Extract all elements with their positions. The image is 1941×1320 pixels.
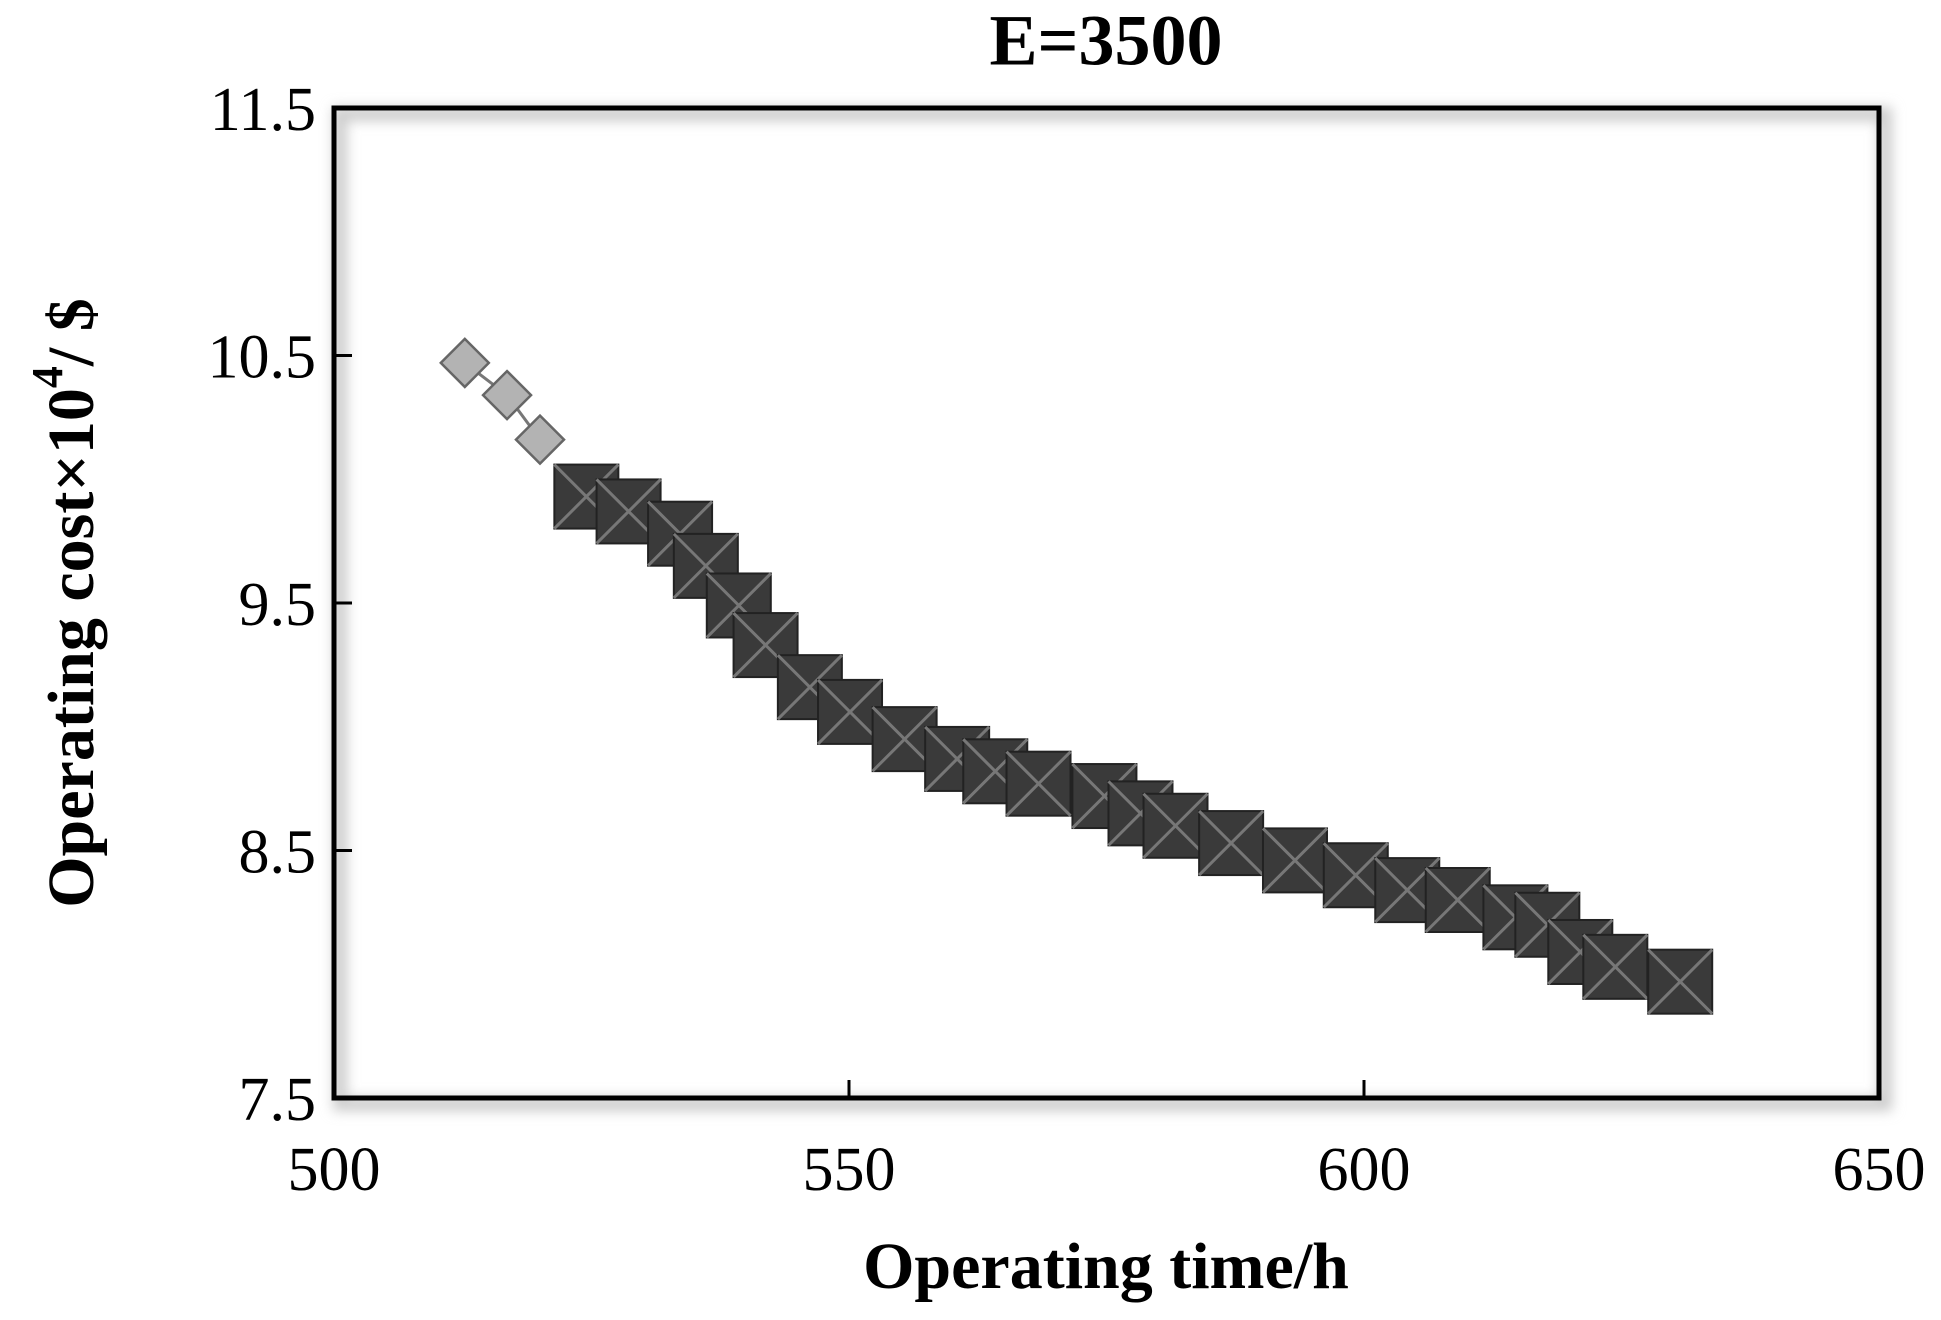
frame-shadow <box>333 107 1892 1111</box>
square-point <box>816 678 884 745</box>
square-point <box>1424 866 1491 934</box>
square-point <box>1198 810 1265 877</box>
x-tick-label: 650 <box>1833 1136 1926 1204</box>
square-point <box>1582 933 1649 1000</box>
square-cross <box>1142 792 1209 859</box>
x-axis-label: Operating time/h <box>863 1230 1349 1303</box>
y-tick-label: 10.5 <box>208 324 317 392</box>
y-label-unit: / $ <box>35 298 108 367</box>
square-point <box>1005 750 1072 817</box>
square-cross <box>1647 948 1714 1015</box>
x-tick-label: 600 <box>1318 1136 1411 1204</box>
y-axis-label: Operating cost×104/ $ <box>23 298 108 908</box>
square-cross <box>1582 933 1649 1000</box>
square-cross <box>816 678 884 745</box>
x-tick-label: 500 <box>288 1136 381 1204</box>
chart-title: E=3500 <box>989 1 1222 81</box>
y-tick-label: 11.5 <box>210 76 316 144</box>
square-point <box>1647 948 1714 1015</box>
x-tick-label: 550 <box>803 1136 896 1204</box>
square-cross <box>1261 827 1329 894</box>
square-point <box>1261 827 1329 894</box>
y-tick-label: 9.5 <box>239 571 317 639</box>
y-tick-label: 7.5 <box>239 1066 317 1134</box>
y-label-sup: 4 <box>23 366 72 388</box>
y-label-text: Operating cost×10 <box>35 388 108 908</box>
diamond-point <box>439 337 491 389</box>
square-cross <box>1005 750 1072 817</box>
y-tick-label: 8.5 <box>239 819 317 887</box>
square-cross <box>1424 866 1491 934</box>
square-cross <box>1198 810 1265 877</box>
diamond-point <box>514 413 566 466</box>
diamond-point <box>481 369 533 421</box>
square-point <box>1142 792 1209 859</box>
